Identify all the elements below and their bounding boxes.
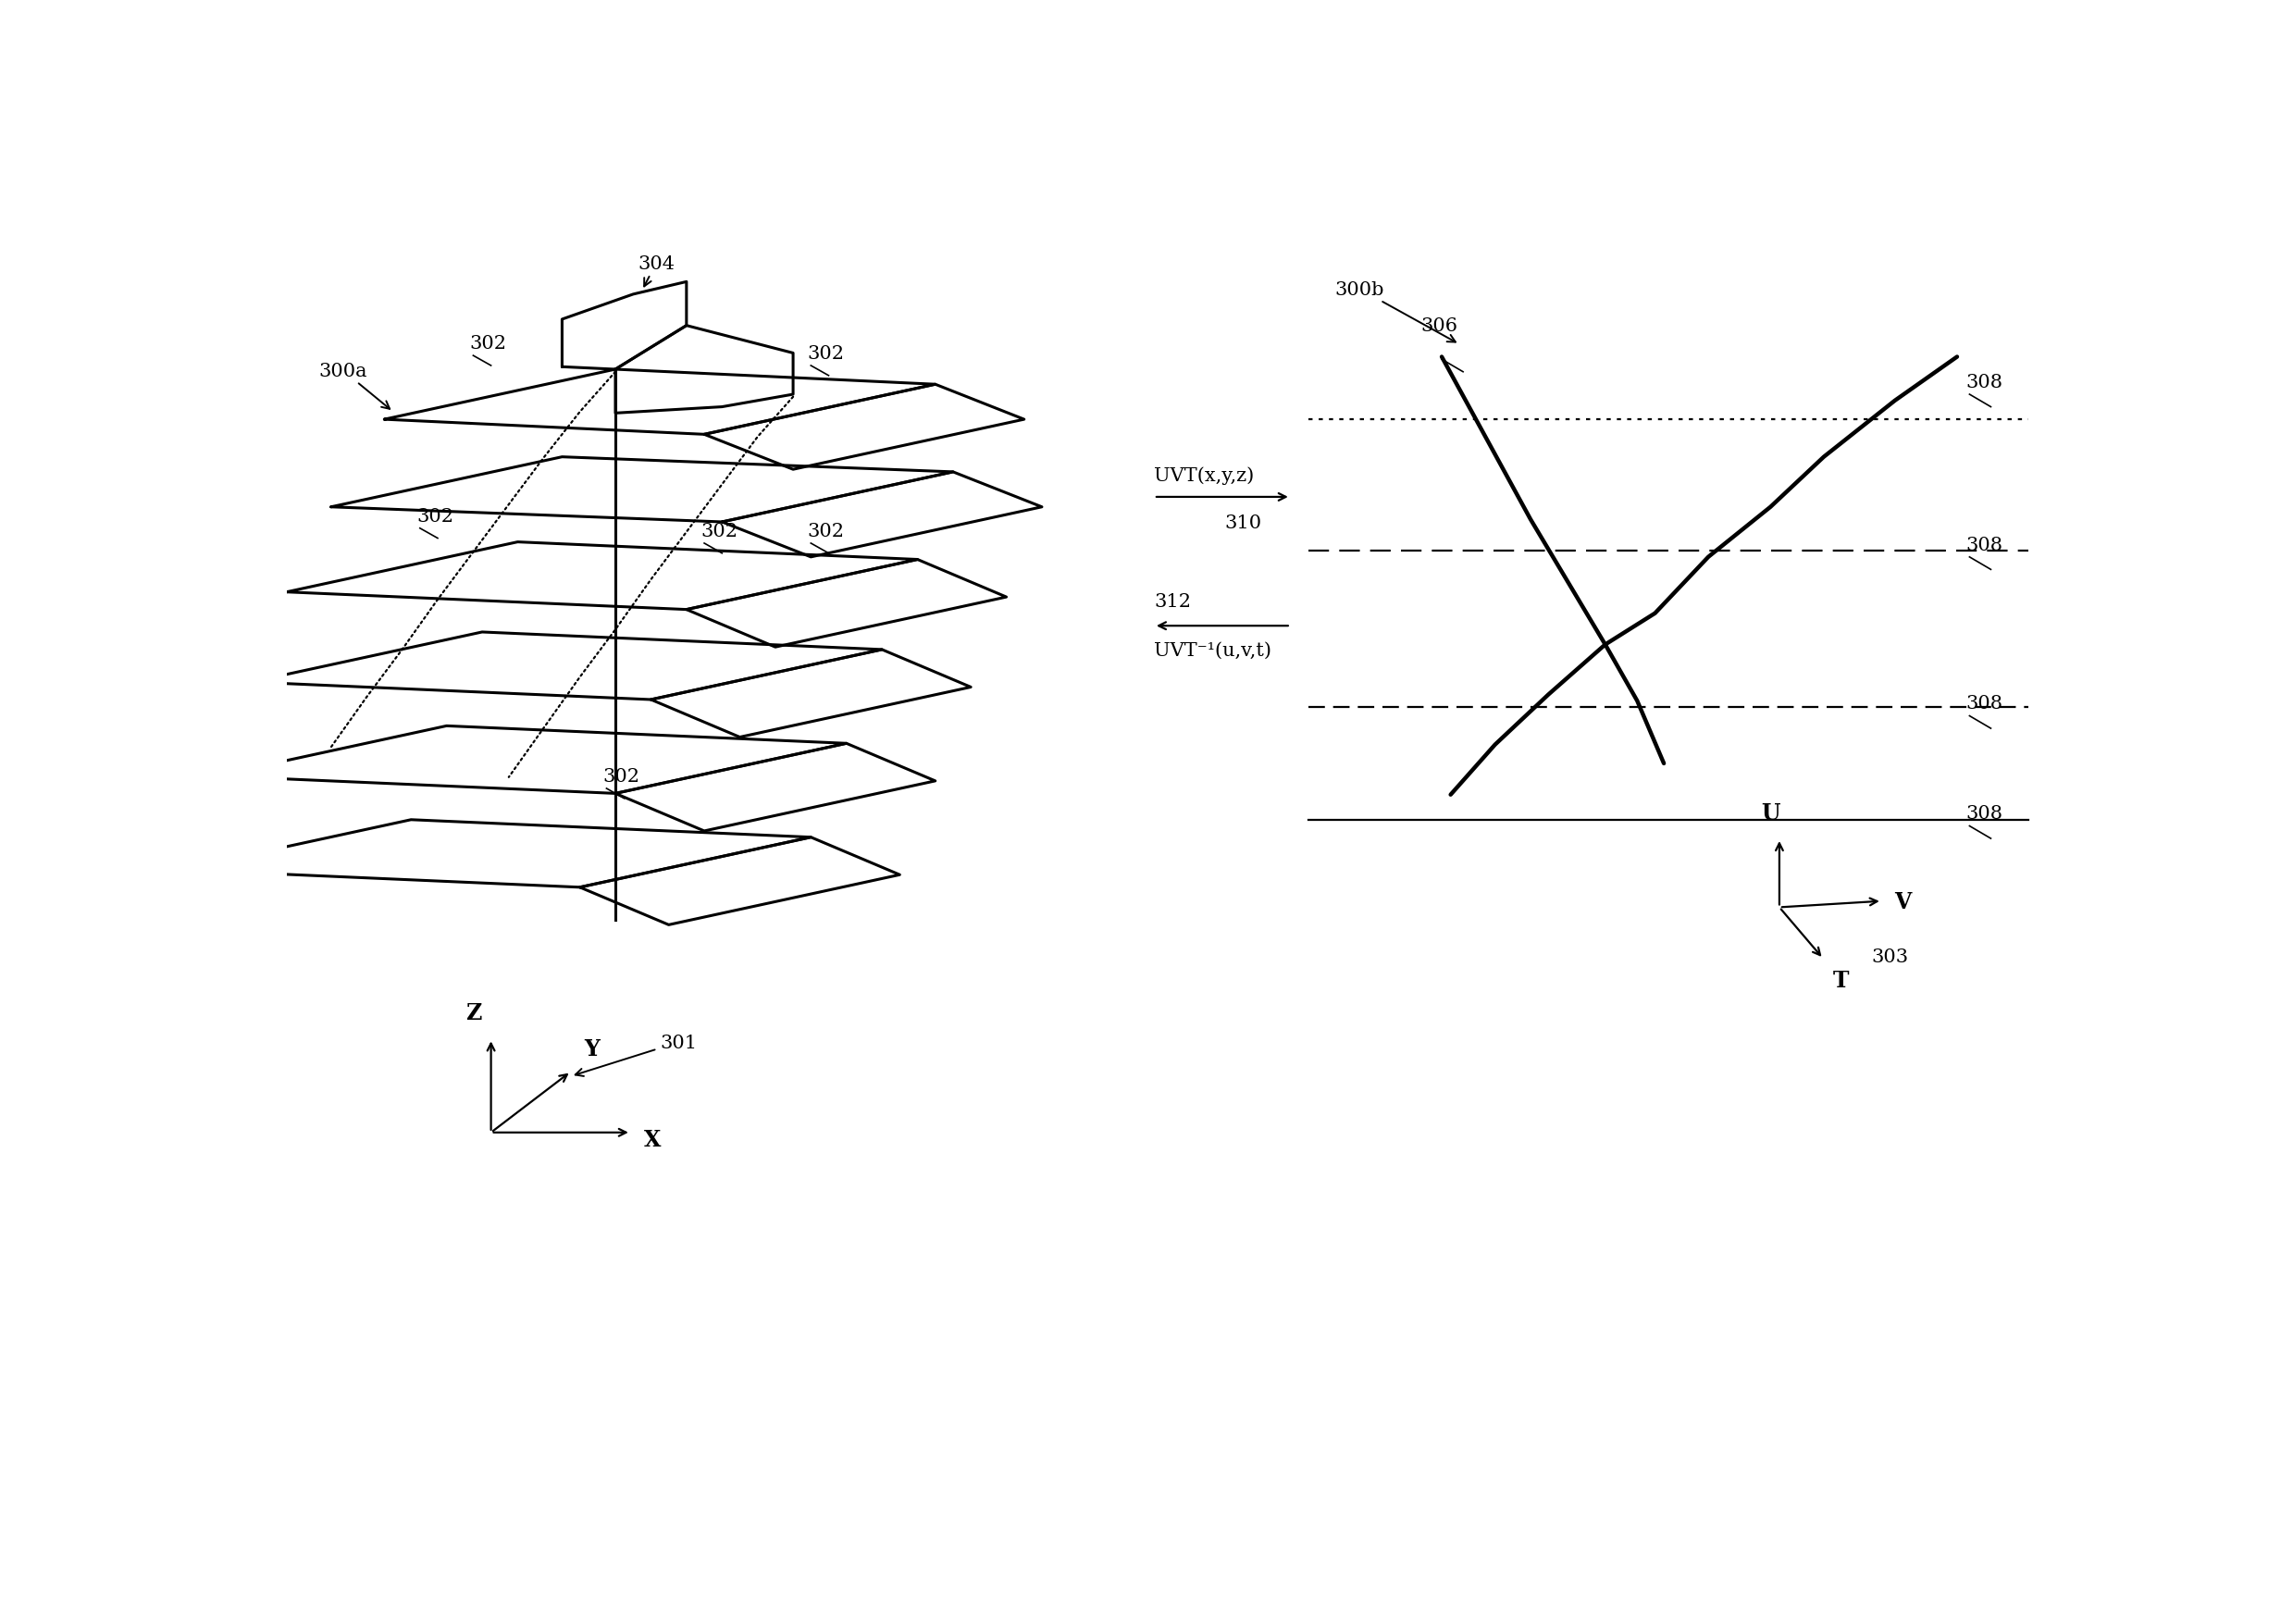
Text: 308: 308 — [1965, 374, 2004, 391]
Text: V: V — [1894, 890, 1912, 913]
Text: 302: 302 — [417, 507, 454, 525]
Text: Y: Y — [585, 1038, 601, 1059]
Text: 310: 310 — [1224, 513, 1261, 531]
Text: 312: 312 — [1153, 593, 1190, 611]
Text: 300a: 300a — [319, 362, 390, 409]
Text: 302: 302 — [807, 523, 844, 541]
Text: 302: 302 — [603, 768, 640, 784]
Text: 304: 304 — [637, 255, 674, 287]
Text: 308: 308 — [1965, 695, 2004, 713]
Text: 303: 303 — [1871, 948, 1908, 965]
Text: 301: 301 — [576, 1034, 697, 1077]
Text: 308: 308 — [1965, 536, 2004, 554]
Text: UVT⁻¹(u,v,t): UVT⁻¹(u,v,t) — [1153, 641, 1270, 659]
Text: X: X — [644, 1129, 660, 1150]
Text: 302: 302 — [470, 335, 507, 352]
Text: 302: 302 — [702, 523, 738, 541]
Text: U: U — [1761, 802, 1779, 823]
Text: 306: 306 — [1419, 317, 1458, 335]
Text: 308: 308 — [1965, 806, 2004, 823]
Text: UVT(x,y,z): UVT(x,y,z) — [1153, 466, 1254, 486]
Text: Z: Z — [465, 1002, 482, 1025]
Text: 300b: 300b — [1335, 281, 1456, 343]
Text: 302: 302 — [807, 344, 844, 362]
Text: T: T — [1832, 970, 1850, 992]
